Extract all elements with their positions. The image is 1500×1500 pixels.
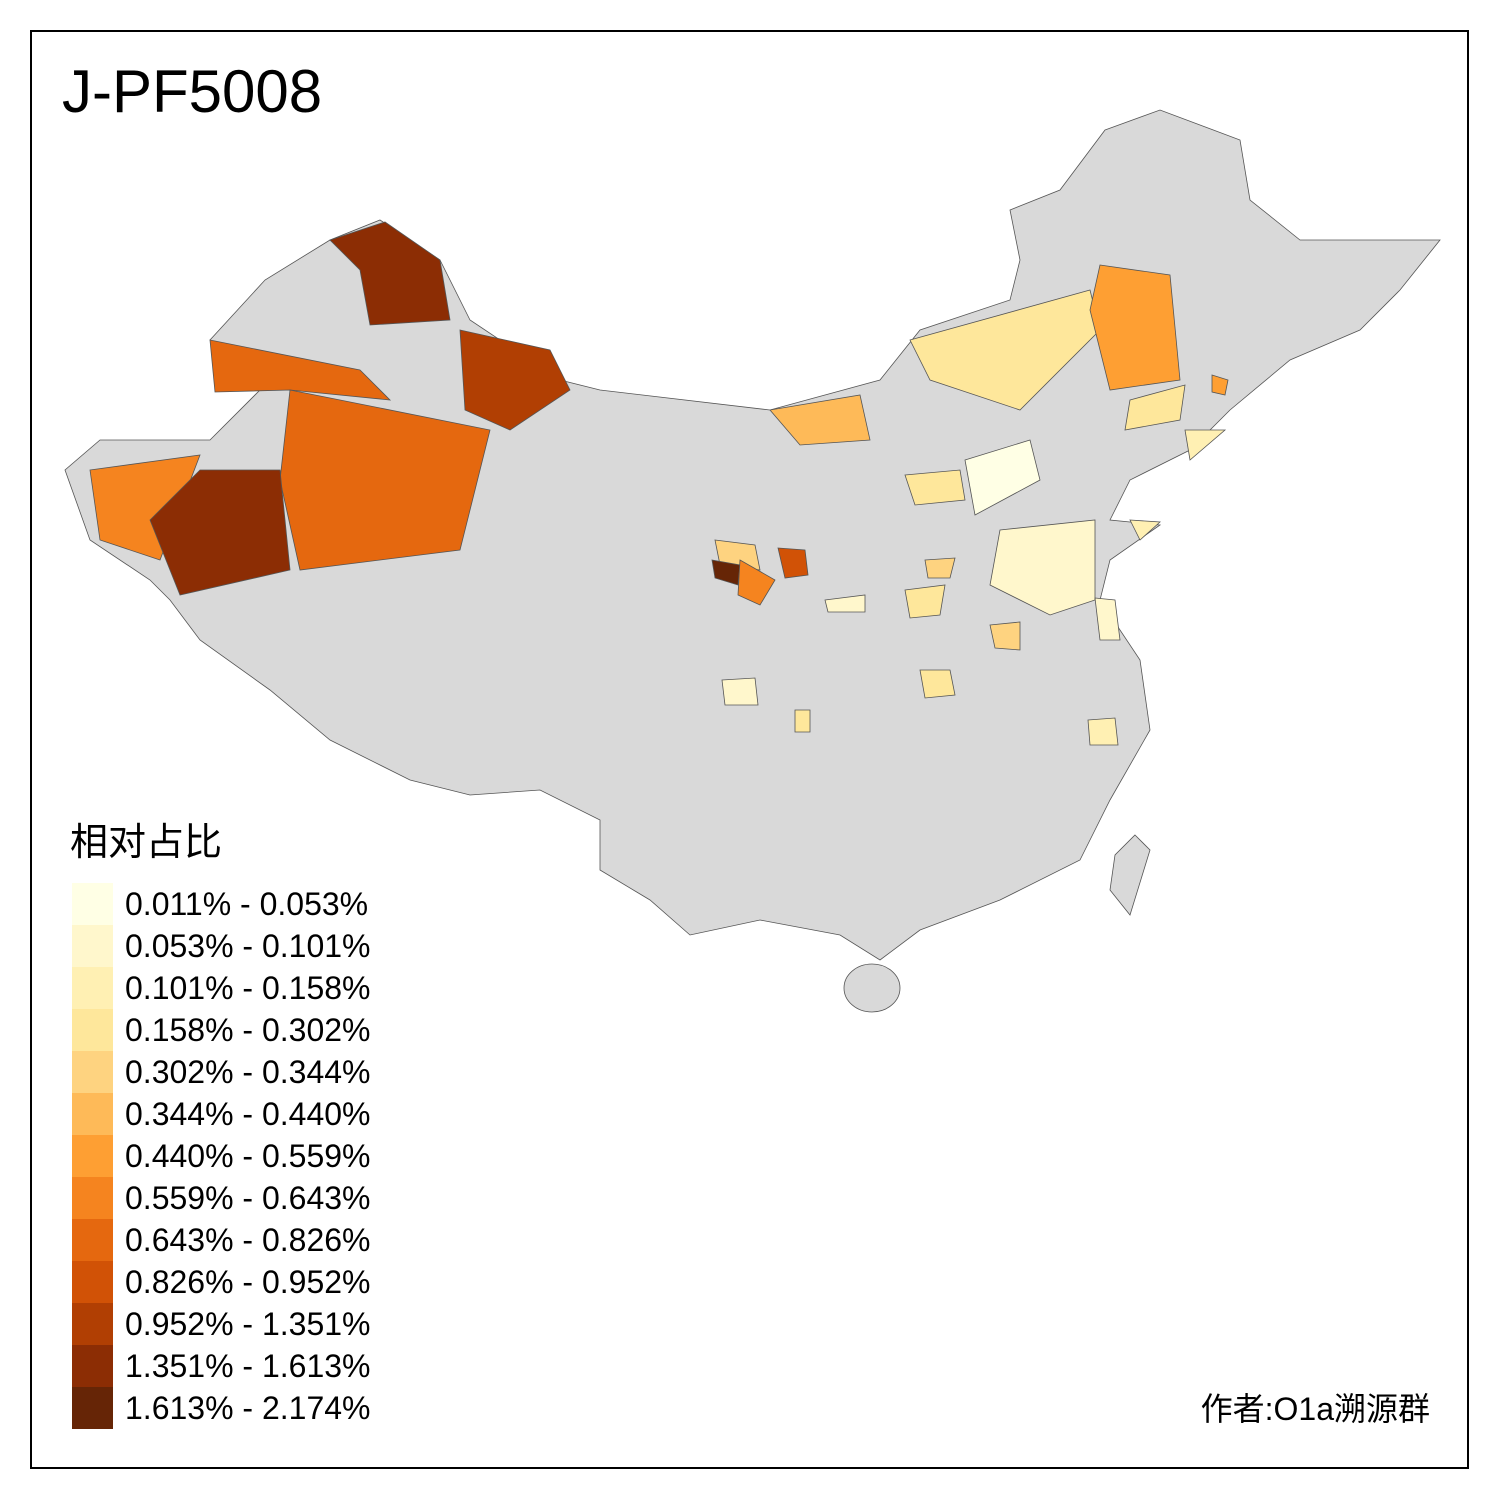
legend-label: 0.011% - 0.053%	[125, 886, 368, 922]
legend-label: 0.952% - 1.351%	[125, 1306, 371, 1342]
island	[843, 963, 901, 1013]
region	[964, 439, 1041, 516]
legend-label: 0.053% - 0.101%	[125, 928, 371, 964]
title: J-PF5008	[62, 58, 322, 125]
legend-swatch	[72, 1261, 113, 1303]
legend-swatch	[72, 1009, 113, 1051]
region	[711, 559, 741, 586]
region	[989, 519, 1096, 616]
region	[904, 584, 946, 619]
legend-swatch	[72, 1219, 113, 1261]
region	[794, 709, 811, 733]
region	[1089, 264, 1181, 391]
region	[149, 469, 291, 596]
island	[1109, 834, 1151, 916]
legend-swatch	[72, 1303, 113, 1345]
region	[777, 547, 809, 579]
credit: 作者:O1a溯源群	[1201, 1391, 1430, 1427]
legend-label: 1.351% - 1.613%	[125, 1348, 371, 1384]
legend-swatch	[72, 1177, 113, 1219]
legend-swatch	[72, 1345, 113, 1387]
region	[329, 221, 451, 326]
legend-title: 相对占比	[70, 822, 222, 864]
region	[721, 677, 759, 706]
region	[1184, 429, 1227, 461]
region	[459, 329, 571, 431]
region	[89, 454, 201, 561]
region	[1129, 519, 1161, 541]
region	[209, 339, 392, 401]
legend-swatch	[72, 1051, 113, 1093]
region	[1094, 597, 1121, 641]
region	[989, 621, 1021, 651]
region	[919, 669, 956, 699]
legend-swatch	[72, 967, 113, 1009]
legend-label: 0.440% - 0.559%	[125, 1138, 371, 1174]
legend-label: 0.344% - 0.440%	[125, 1096, 371, 1132]
legend-label: 0.826% - 0.952%	[125, 1264, 371, 1300]
region	[1124, 384, 1186, 431]
legend-swatch	[72, 1093, 113, 1135]
region	[769, 394, 871, 446]
legend-swatch	[72, 1135, 113, 1177]
region	[909, 289, 1101, 411]
shaded-regions	[89, 221, 1229, 746]
legend-label: 0.158% - 0.302%	[125, 1012, 371, 1048]
region	[279, 389, 491, 571]
legend-swatch	[72, 925, 113, 967]
legend-label: 0.559% - 0.643%	[125, 1180, 371, 1216]
legend-label: 0.302% - 0.344%	[125, 1054, 371, 1090]
region	[737, 559, 776, 606]
region	[1087, 717, 1119, 746]
legend-label: 0.101% - 0.158%	[125, 970, 371, 1006]
legend-swatch	[72, 1387, 113, 1429]
legend-label: 0.643% - 0.826%	[125, 1222, 371, 1258]
legend: 0.011% - 0.053% 0.053% - 0.101% 0.101% - 0…	[72, 883, 371, 1429]
legend-swatch	[72, 883, 113, 925]
legend-label: 1.613% - 2.174%	[125, 1390, 371, 1426]
region	[904, 469, 966, 506]
region	[1211, 374, 1229, 396]
region	[824, 594, 866, 613]
region	[924, 557, 956, 579]
